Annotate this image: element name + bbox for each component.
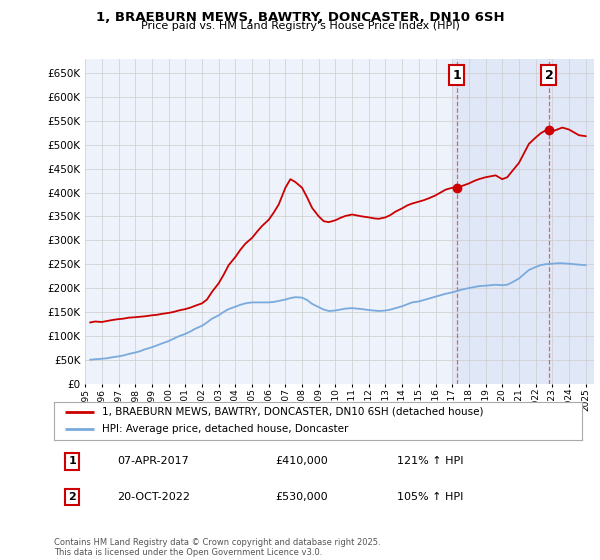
Text: 1, BRAEBURN MEWS, BAWTRY, DONCASTER, DN10 6SH (detached house): 1, BRAEBURN MEWS, BAWTRY, DONCASTER, DN1… bbox=[101, 407, 483, 417]
Text: £530,000: £530,000 bbox=[276, 492, 328, 502]
Text: 07-APR-2017: 07-APR-2017 bbox=[118, 456, 189, 466]
Text: Contains HM Land Registry data © Crown copyright and database right 2025.
This d: Contains HM Land Registry data © Crown c… bbox=[54, 538, 380, 557]
Text: 121% ↑ HPI: 121% ↑ HPI bbox=[397, 456, 464, 466]
Text: 20-OCT-2022: 20-OCT-2022 bbox=[118, 492, 190, 502]
Text: 1: 1 bbox=[452, 68, 461, 82]
Text: 105% ↑ HPI: 105% ↑ HPI bbox=[397, 492, 464, 502]
Text: Price paid vs. HM Land Registry's House Price Index (HPI): Price paid vs. HM Land Registry's House … bbox=[140, 21, 460, 31]
Text: HPI: Average price, detached house, Doncaster: HPI: Average price, detached house, Donc… bbox=[101, 424, 348, 435]
Text: 1: 1 bbox=[68, 456, 76, 466]
Text: 1, BRAEBURN MEWS, BAWTRY, DONCASTER, DN10 6SH: 1, BRAEBURN MEWS, BAWTRY, DONCASTER, DN1… bbox=[95, 11, 505, 24]
Bar bbox=[452, 59, 594, 384]
Text: 2: 2 bbox=[68, 492, 76, 502]
Text: £410,000: £410,000 bbox=[276, 456, 329, 466]
Text: 2: 2 bbox=[545, 68, 553, 82]
